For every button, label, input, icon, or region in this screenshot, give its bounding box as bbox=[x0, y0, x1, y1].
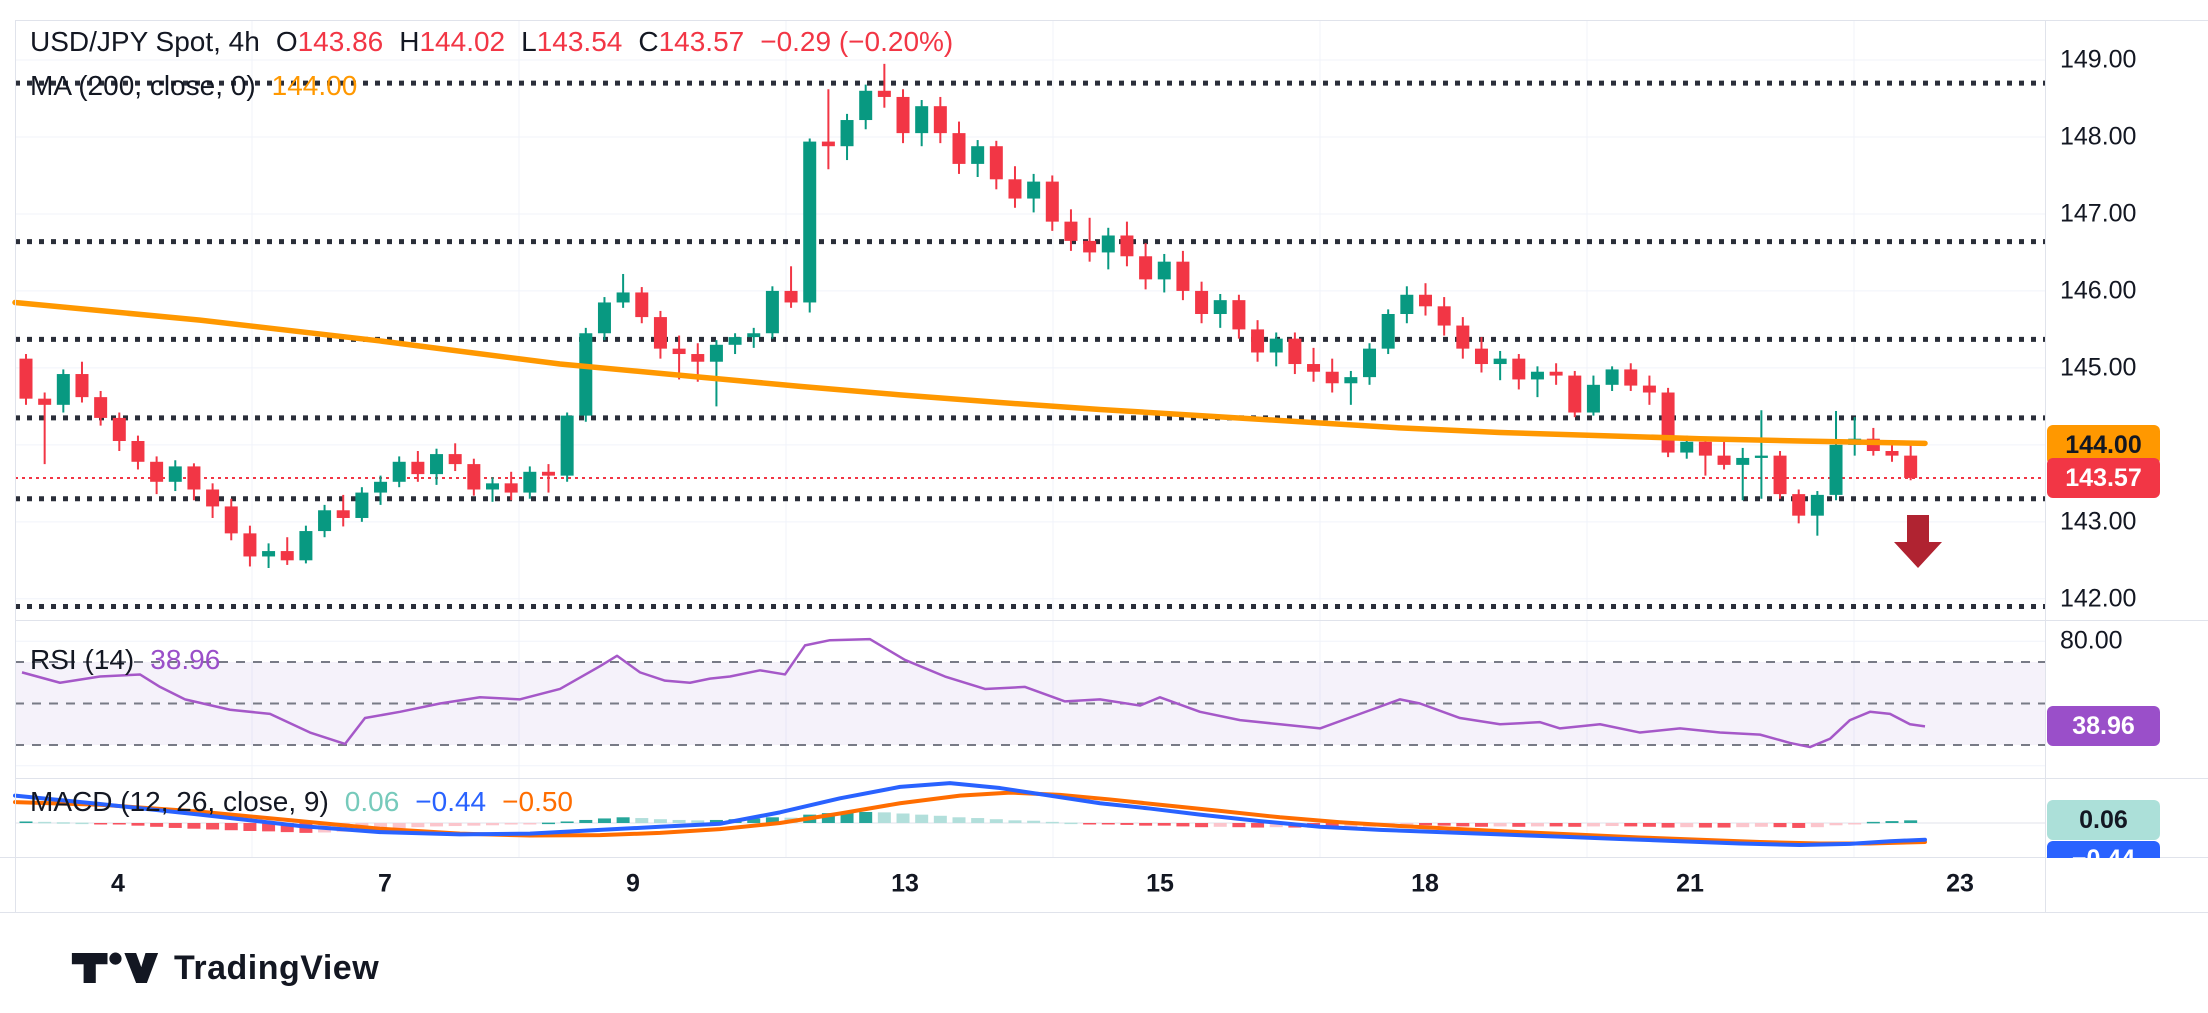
open-value: O 143.86 bbox=[275, 26, 384, 57]
time-tick: 21 bbox=[1676, 869, 1704, 898]
bottom-border bbox=[0, 912, 2208, 913]
price-tick: 145.00 bbox=[2060, 353, 2137, 382]
time-tick: 9 bbox=[626, 869, 640, 898]
time-axis-separator bbox=[0, 857, 2208, 858]
macd-signal-value: −0.50 bbox=[502, 786, 573, 817]
ma-label: MA (200, close, 0) bbox=[30, 70, 256, 101]
high-value: H 144.02 bbox=[399, 26, 506, 57]
chart-top-border bbox=[15, 20, 2208, 21]
price-tick: 142.00 bbox=[2060, 584, 2137, 613]
change-value: −0.29 (−0.20%) bbox=[760, 26, 954, 57]
rsi-panel-separator[interactable] bbox=[15, 620, 2208, 621]
price-tick: 147.00 bbox=[2060, 199, 2137, 228]
chart-left-border bbox=[15, 20, 16, 912]
macd-hist-badge[interactable]: 0.06 bbox=[2047, 800, 2160, 840]
time-tick: 15 bbox=[1146, 869, 1174, 898]
bearish-arrow-annotation bbox=[1894, 515, 1942, 568]
rsi-scale-tick: 80.00 bbox=[2060, 626, 2123, 655]
tradingview-logo-text: TradingView bbox=[174, 948, 380, 987]
macd-label: MACD (12, 26, close, 9) bbox=[30, 786, 329, 817]
time-tick: 18 bbox=[1411, 869, 1439, 898]
rsi-label: RSI (14) bbox=[30, 644, 135, 675]
rsi-value-badge[interactable]: 38.96 bbox=[2047, 706, 2160, 746]
time-tick: 23 bbox=[1946, 869, 1974, 898]
tradingview-attribution[interactable]: TradingView bbox=[70, 948, 379, 988]
macd-line-badge[interactable]: −0.44 bbox=[2047, 841, 2160, 858]
macd-line-badge-clip: −0.44 bbox=[2047, 841, 2160, 858]
last-price-badge[interactable]: 143.57 bbox=[2047, 458, 2160, 498]
macd-line-value: −0.44 bbox=[415, 786, 487, 817]
symbol-title: USD/JPY Spot, 4h bbox=[30, 26, 260, 57]
macd-panel-separator[interactable] bbox=[15, 778, 2208, 779]
tradingview-logo-icon bbox=[71, 952, 159, 983]
time-tick: 4 bbox=[111, 869, 125, 898]
price-tick: 143.00 bbox=[2060, 507, 2137, 536]
time-tick: 7 bbox=[378, 869, 392, 898]
ma-value: 144.00 bbox=[271, 70, 358, 101]
price-tick: 146.00 bbox=[2060, 276, 2137, 305]
price-axis-separator[interactable] bbox=[2045, 20, 2046, 912]
symbol-legend[interactable]: USD/JPY Spot, 4h O 143.86 H 144.02 L 143.54… bbox=[30, 26, 953, 58]
macd-hist-value: 0.06 bbox=[344, 786, 400, 817]
price-tick: 148.00 bbox=[2060, 122, 2137, 151]
time-tick: 13 bbox=[891, 869, 919, 898]
low-value: L 143.54 bbox=[521, 26, 623, 57]
rsi-legend[interactable]: RSI (14) 38.96 bbox=[30, 644, 220, 676]
macd-legend[interactable]: MACD (12, 26, close, 9) 0.06 −0.44 −0.50 bbox=[30, 786, 573, 818]
close-value: C 143.57 bbox=[638, 26, 745, 57]
ma-legend[interactable]: MA (200, close, 0) 144.00 bbox=[30, 70, 357, 102]
price-tick: 149.00 bbox=[2060, 45, 2137, 74]
rsi-value: 38.96 bbox=[150, 644, 221, 675]
